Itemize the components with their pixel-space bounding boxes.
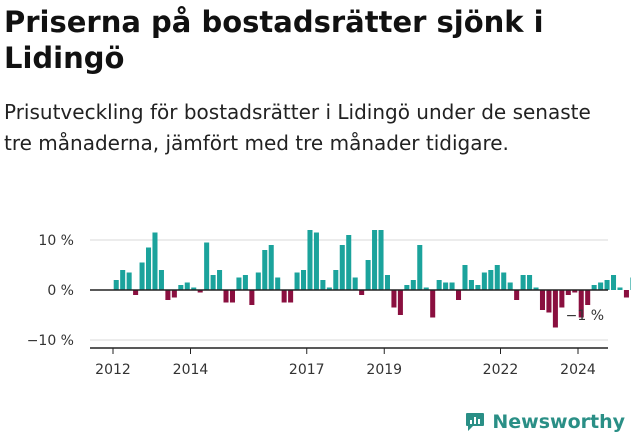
bar — [217, 270, 223, 290]
bar — [255, 272, 261, 290]
bar — [288, 290, 294, 303]
y-tick-label: 0 % — [47, 283, 74, 299]
bar — [268, 245, 274, 290]
bar — [313, 232, 319, 290]
bar — [320, 280, 326, 290]
brand-name: Newsworthy — [492, 411, 625, 433]
bar — [481, 272, 487, 290]
bar — [229, 290, 235, 303]
bar — [410, 280, 416, 290]
bar — [578, 290, 584, 318]
bar — [436, 280, 442, 290]
x-tick-label: 2024 — [560, 362, 596, 378]
x-tick-label: 2017 — [289, 362, 325, 378]
bar — [456, 290, 462, 300]
bar — [346, 235, 352, 290]
bar — [552, 290, 558, 328]
bar — [507, 282, 513, 290]
bar — [443, 282, 449, 290]
bar — [488, 270, 494, 290]
bar — [146, 247, 152, 290]
bar — [372, 230, 378, 290]
brand-logo: Newsworthy — [464, 411, 625, 433]
bar — [352, 277, 358, 290]
bar — [184, 282, 190, 290]
bar — [204, 242, 210, 290]
bar — [598, 282, 604, 290]
bar — [307, 230, 313, 290]
bar — [275, 277, 281, 290]
bar — [546, 290, 552, 313]
bar — [417, 245, 423, 290]
bar — [139, 262, 145, 290]
bar — [539, 290, 545, 310]
bar — [527, 275, 533, 290]
bar — [378, 230, 384, 290]
bar — [391, 290, 397, 308]
x-tick-label: 2012 — [95, 362, 131, 378]
y-tick-label: −10 % — [27, 333, 74, 349]
bar-chart: 10 % 0 % −10 % 2012 2014 2017 2019 2022 2024 −1 % — [27, 230, 631, 378]
bar — [191, 287, 197, 290]
bar — [533, 287, 539, 290]
bar — [165, 290, 171, 300]
bar — [133, 290, 139, 295]
bar — [475, 285, 481, 290]
bar — [333, 270, 339, 290]
chart-subtitle: Prisutveckling för bostadsrätter i Lidin… — [4, 100, 591, 155]
bar — [449, 282, 455, 290]
bar — [223, 290, 229, 303]
bar — [572, 290, 578, 293]
bar — [171, 290, 177, 298]
bar — [262, 250, 268, 290]
bar — [494, 265, 500, 290]
bar — [113, 280, 119, 290]
newsworthy-logo-icon — [466, 413, 485, 431]
bar — [339, 245, 345, 290]
bar — [611, 275, 617, 290]
bar — [301, 270, 307, 290]
bar — [623, 290, 629, 298]
chart-title: Priserna på bostadsrätter sjönk i Liding… — [4, 5, 544, 75]
bar — [565, 290, 571, 295]
bar — [591, 285, 597, 290]
bar — [365, 260, 371, 290]
bar — [397, 290, 403, 315]
bar — [430, 290, 436, 318]
bar — [423, 287, 429, 290]
bar — [158, 270, 164, 290]
bar — [281, 290, 287, 303]
bar — [404, 285, 410, 290]
x-tick-label: 2014 — [173, 362, 209, 378]
bar — [514, 290, 520, 300]
bar — [236, 277, 242, 290]
last-value-label: −1 % — [566, 308, 604, 324]
y-tick-label: 10 % — [38, 233, 74, 249]
bar — [242, 275, 248, 290]
bar — [294, 272, 300, 290]
bar — [559, 290, 565, 308]
bar — [384, 275, 390, 290]
bar — [604, 280, 610, 290]
bar — [178, 285, 184, 290]
x-tick-label: 2019 — [366, 362, 402, 378]
bar — [152, 232, 158, 290]
x-tick-label: 2022 — [483, 362, 519, 378]
bar — [359, 290, 365, 295]
bar — [520, 275, 526, 290]
bar — [249, 290, 255, 305]
bar — [462, 265, 468, 290]
bar — [120, 270, 126, 290]
bar — [617, 287, 623, 290]
bar — [585, 290, 591, 305]
bar — [197, 290, 203, 293]
bar — [126, 272, 132, 290]
bar — [210, 275, 216, 290]
bar — [468, 280, 474, 290]
bar — [501, 272, 507, 290]
bar — [326, 287, 332, 290]
